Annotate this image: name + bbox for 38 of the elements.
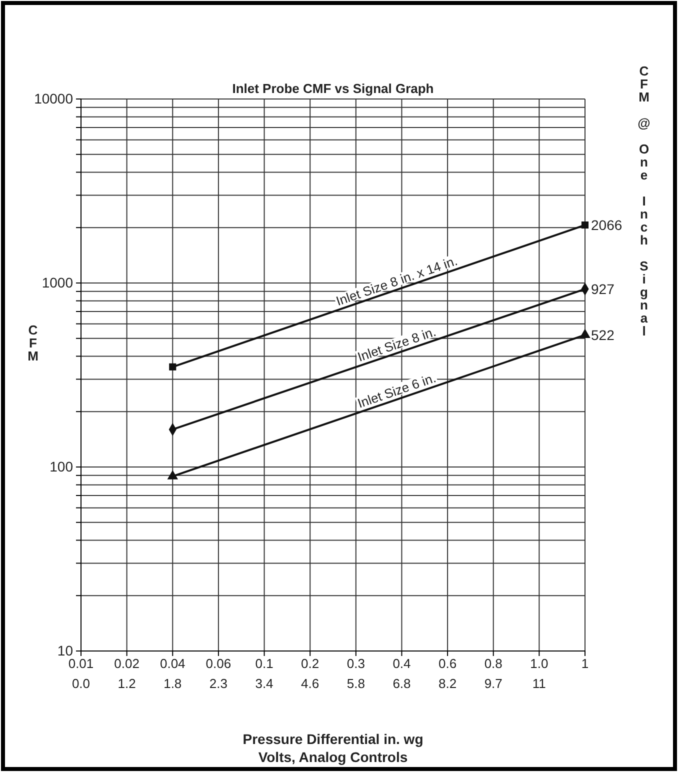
x-tick-label: 0.1 bbox=[255, 656, 274, 672]
text: 4.6 bbox=[301, 676, 320, 691]
y-tick-label: 10000 bbox=[34, 90, 74, 106]
text: 3.4 bbox=[255, 676, 274, 691]
x-tick-label: 0.06 bbox=[206, 656, 232, 672]
text: Inlet Size 8 in. bbox=[356, 324, 438, 364]
chart-title: Inlet Probe CMF vs Signal Graph bbox=[232, 81, 434, 96]
data-label: 927 bbox=[591, 281, 615, 298]
x-tick-label: 0.02 bbox=[114, 656, 140, 672]
text: 1.8 bbox=[164, 676, 182, 691]
text: Volts, Analog Controls bbox=[258, 749, 408, 765]
y-axis-title: CFM bbox=[26, 322, 40, 362]
x-tick-label: 0.2 bbox=[301, 656, 320, 672]
text: 9.7 bbox=[484, 676, 502, 691]
x-tick-label: 0.04 bbox=[160, 656, 186, 672]
y-tick-label: 10 bbox=[57, 642, 74, 658]
text: 5.8 bbox=[346, 676, 365, 691]
text: Inlet Size 8 in. x 14 in. bbox=[334, 253, 460, 309]
data-label: 522 bbox=[591, 326, 615, 343]
x-tick-label: 0.4 bbox=[392, 656, 411, 672]
x-tick-label: 1.0 bbox=[530, 656, 548, 672]
x-axis-title: Pressure Differential in. wg bbox=[242, 731, 424, 747]
y-tick-label: 100 bbox=[50, 458, 74, 474]
x-tick-label: 1 bbox=[581, 656, 589, 672]
y2-axis-title: CFM @ One Inch Signal bbox=[636, 64, 652, 336]
x-tick-label: 0.8 bbox=[484, 656, 502, 672]
y-tick-label: 1000 bbox=[42, 274, 74, 290]
text: 0.0 bbox=[72, 676, 90, 691]
text: 2.3 bbox=[209, 676, 228, 691]
x-tick-label: 0.6 bbox=[438, 656, 457, 672]
text: Inlet Size 6 in. bbox=[356, 370, 438, 411]
text: 11 bbox=[532, 676, 546, 691]
data-label: 2066 bbox=[591, 217, 622, 234]
text: 1.2 bbox=[118, 676, 136, 691]
x-tick-label: 0.01 bbox=[68, 656, 94, 672]
text: 6.8 bbox=[392, 676, 411, 691]
x-tick-label: 0.3 bbox=[346, 656, 365, 672]
text: 8.2 bbox=[438, 676, 457, 691]
